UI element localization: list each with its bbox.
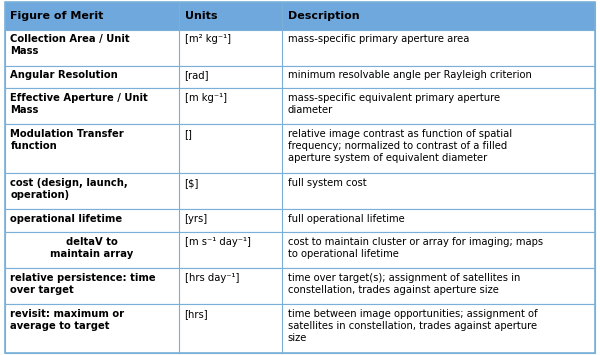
Text: Units: Units <box>185 11 217 21</box>
Text: Collection Area / Unit
Mass: Collection Area / Unit Mass <box>10 34 130 56</box>
Text: mass-specific primary aperture area: mass-specific primary aperture area <box>288 34 469 44</box>
Text: [hrs]: [hrs] <box>185 309 208 319</box>
Bar <box>5 88 595 124</box>
Text: operational lifetime: operational lifetime <box>10 214 122 224</box>
Text: Effective Aperture / Unit
Mass: Effective Aperture / Unit Mass <box>10 93 148 115</box>
Bar <box>5 173 595 209</box>
Bar <box>5 304 595 353</box>
Text: [yrs]: [yrs] <box>185 214 208 224</box>
Text: [m² kg⁻¹]: [m² kg⁻¹] <box>185 34 230 44</box>
Text: time between image opportunities; assignment of
satellites in constellation, tra: time between image opportunities; assign… <box>288 309 538 343</box>
Text: [m s⁻¹ day⁻¹]: [m s⁻¹ day⁻¹] <box>185 237 250 247</box>
Text: full system cost: full system cost <box>288 178 367 188</box>
Text: deltaV to
maintain array: deltaV to maintain array <box>50 237 134 259</box>
Text: Description: Description <box>288 11 359 21</box>
Bar <box>5 66 595 88</box>
Text: revisit: maximum or
average to target: revisit: maximum or average to target <box>10 309 124 331</box>
Text: relative persistence: time
over target: relative persistence: time over target <box>10 273 156 295</box>
Bar <box>5 124 595 173</box>
Text: [hrs day⁻¹]: [hrs day⁻¹] <box>185 273 239 283</box>
Text: []: [] <box>185 129 193 139</box>
Text: [rad]: [rad] <box>185 70 209 80</box>
Text: [$]: [$] <box>185 178 199 188</box>
Bar <box>5 2 595 29</box>
Bar <box>5 29 595 66</box>
Text: time over target(s); assignment of satellites in
constellation, trades against a: time over target(s); assignment of satel… <box>288 273 520 295</box>
Text: cost (design, launch,
operation): cost (design, launch, operation) <box>10 178 128 200</box>
Bar <box>5 209 595 232</box>
Text: [m kg⁻¹]: [m kg⁻¹] <box>185 93 227 103</box>
Text: mass-specific equivalent primary aperture
diameter: mass-specific equivalent primary apertur… <box>288 93 500 115</box>
Bar <box>5 268 595 304</box>
Text: full operational lifetime: full operational lifetime <box>288 214 404 224</box>
Text: Figure of Merit: Figure of Merit <box>10 11 104 21</box>
Text: minimum resolvable angle per Rayleigh criterion: minimum resolvable angle per Rayleigh cr… <box>288 70 532 80</box>
Text: Modulation Transfer
function: Modulation Transfer function <box>10 129 124 151</box>
Text: Angular Resolution: Angular Resolution <box>10 70 118 80</box>
Text: cost to maintain cluster or array for imaging; maps
to operational lifetime: cost to maintain cluster or array for im… <box>288 237 543 259</box>
Text: relative image contrast as function of spatial
frequency; normalized to contrast: relative image contrast as function of s… <box>288 129 512 163</box>
Bar <box>5 232 595 268</box>
